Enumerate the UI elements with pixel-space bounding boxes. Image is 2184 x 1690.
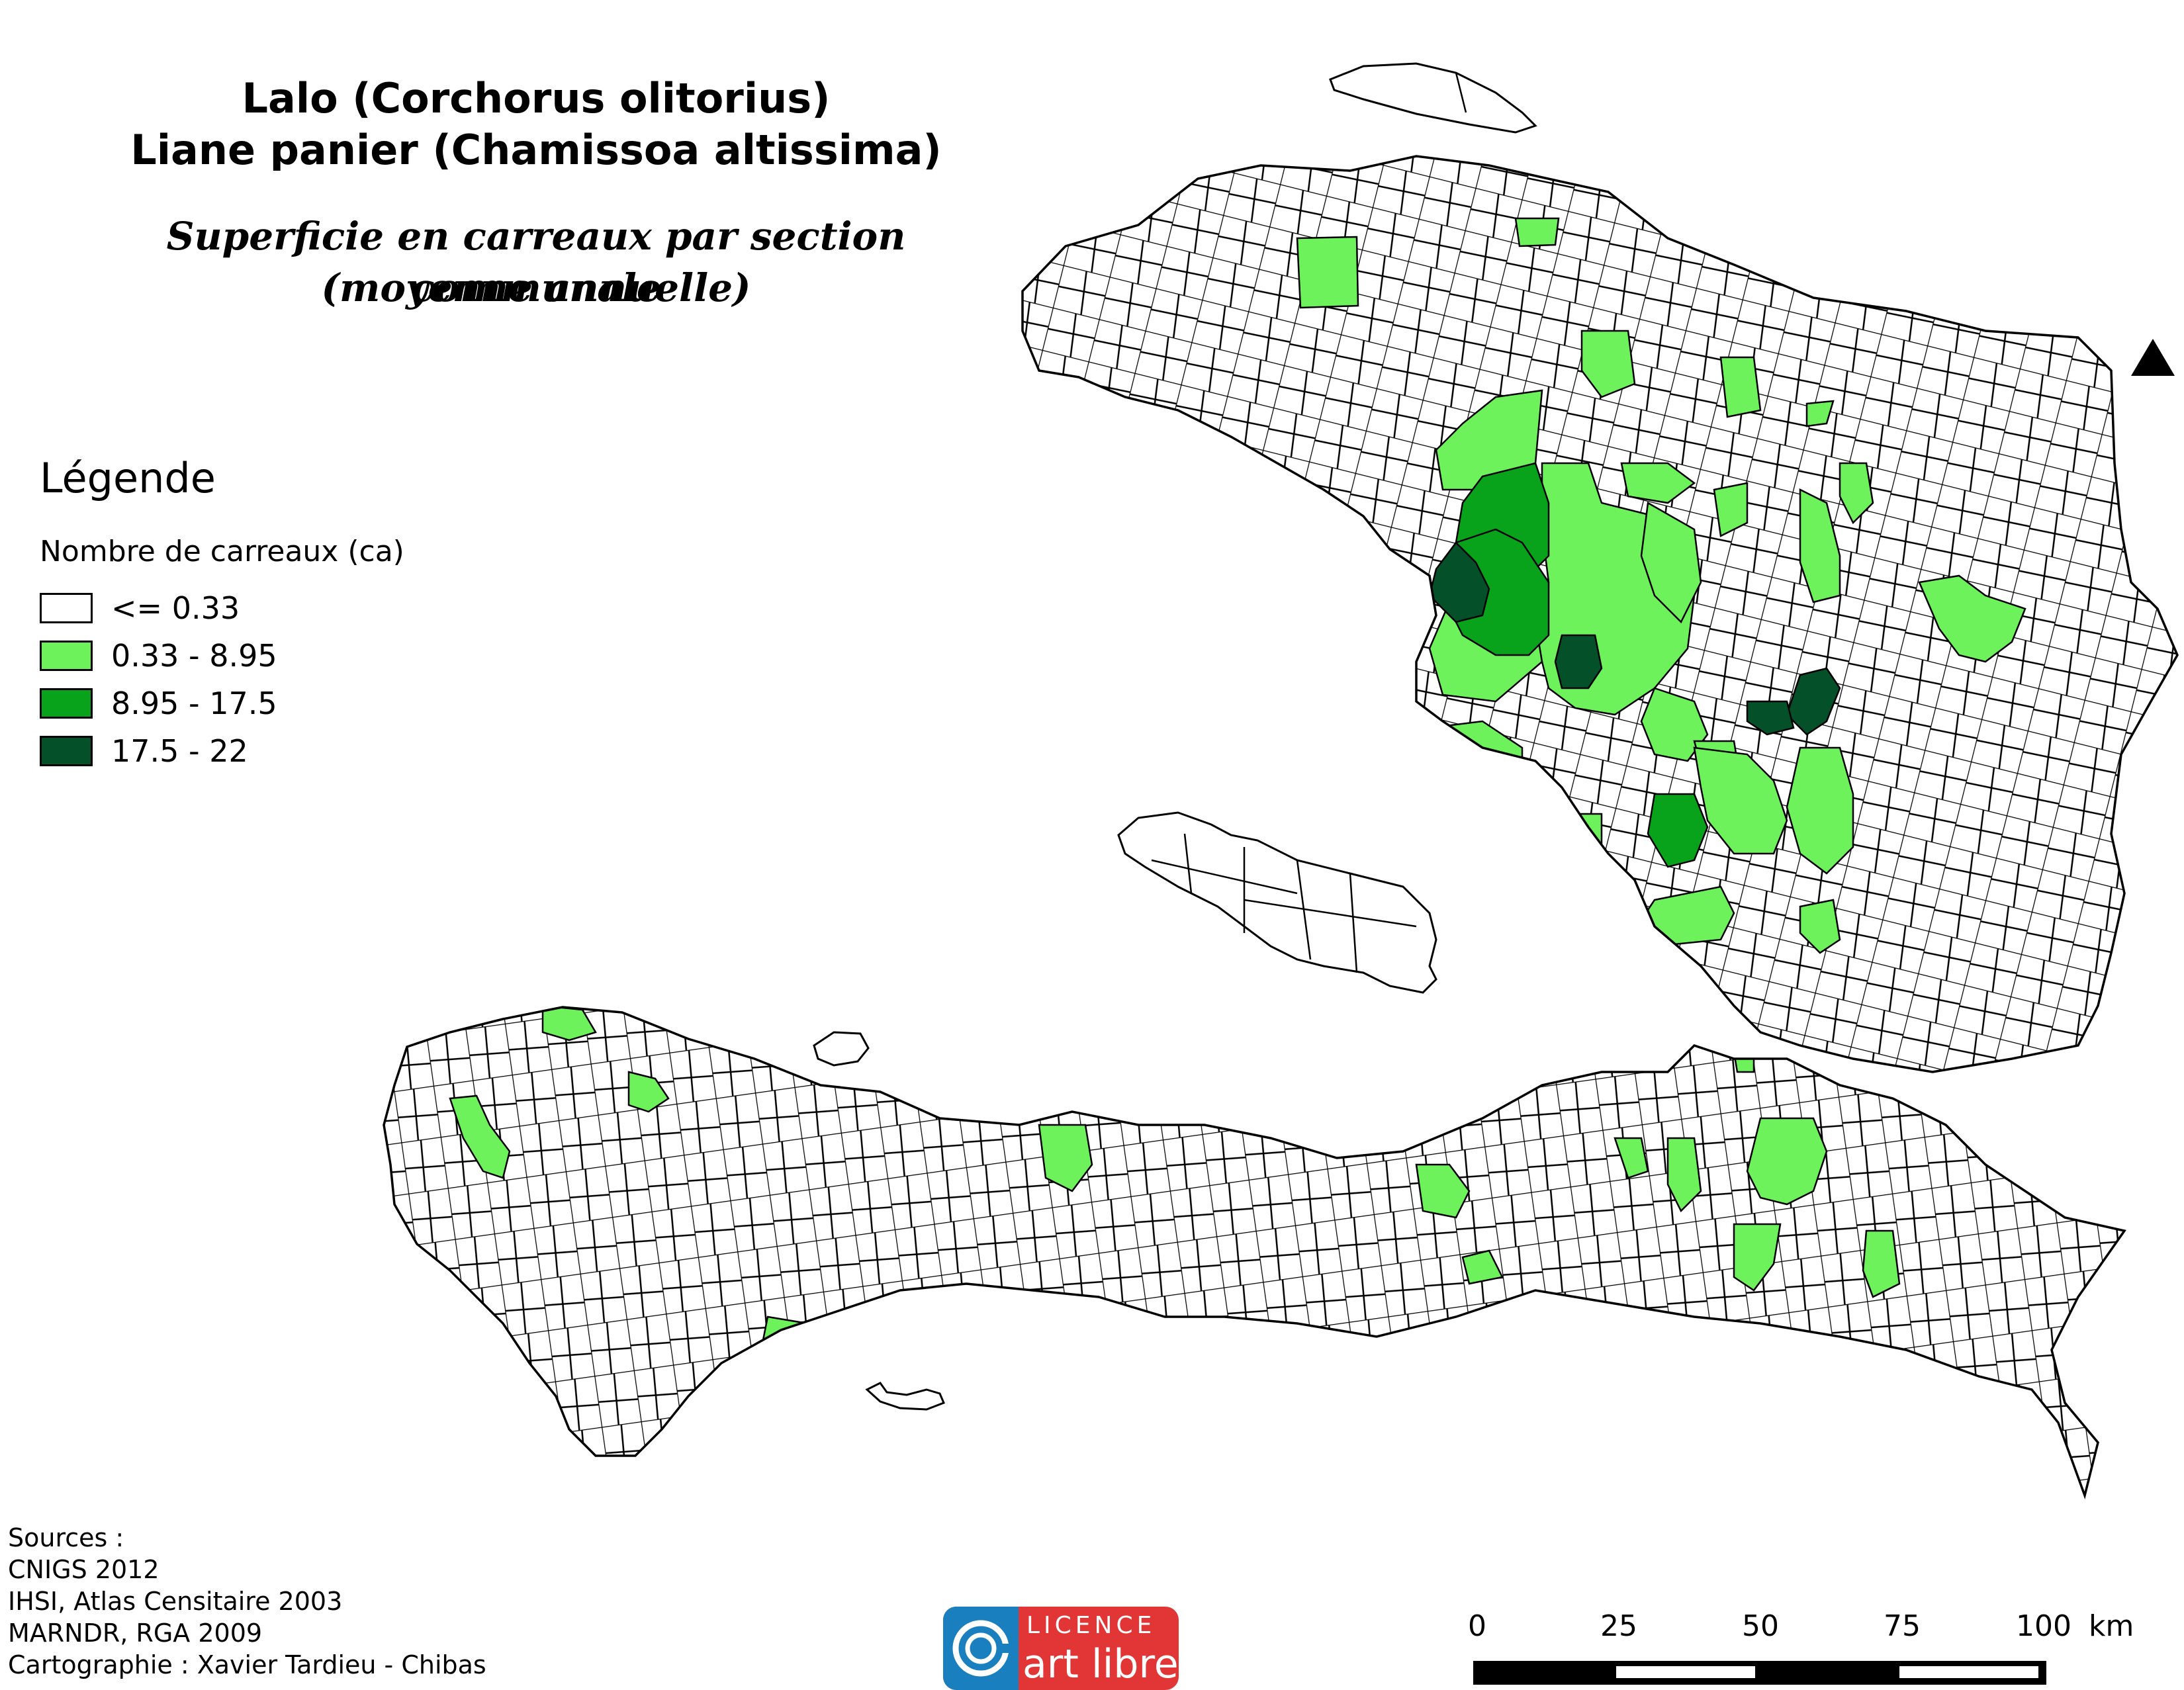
licence-ring-icon xyxy=(943,1607,1019,1690)
legend-label: 8.95 - 17.5 xyxy=(111,686,277,721)
island-gonave xyxy=(1117,811,1437,994)
scale-tick-label: 100 xyxy=(2016,1609,2071,1643)
map-title-line2: Liane panier (Chamissoa altissima) xyxy=(130,126,942,171)
legend-swatch xyxy=(40,736,93,766)
map-subtitle: Superficie en carreaux par section commu… xyxy=(166,214,906,310)
scale-tick-label: 0 xyxy=(1468,1609,1486,1643)
legend-label: 0.33 - 8.95 xyxy=(111,638,277,674)
legend-swatch xyxy=(40,593,93,623)
sources-line: CNIGS 2012 xyxy=(8,1555,159,1584)
legend-label: 17.5 - 22 xyxy=(111,733,248,769)
north-arrow-icon xyxy=(2130,337,2176,381)
island-vache xyxy=(865,1382,945,1411)
island-tortue xyxy=(1329,62,1537,134)
mainland-south xyxy=(383,1006,2126,1499)
scale-tick-label: 50 xyxy=(1742,1609,1779,1643)
sources-line: MARNDR, RGA 2009 xyxy=(8,1619,263,1648)
licence-bottom-text: art libre xyxy=(1023,1641,1179,1687)
island-cayemites xyxy=(813,1031,870,1067)
legend-heading: Légende xyxy=(40,454,216,502)
legend-label: <= 0.33 xyxy=(111,590,240,626)
sources-line: Cartographie : Xavier Tardieu - Chibas xyxy=(8,1650,486,1679)
licence-top-text: LICENCE xyxy=(1026,1612,1156,1639)
scale-bar xyxy=(1473,1661,2046,1685)
mainland-north xyxy=(1021,155,2179,1073)
scale-unit-label: km xyxy=(2089,1609,2134,1643)
map-subtitle-line2: (moyenne annuelle) xyxy=(321,265,751,310)
scale-tick-label: 25 xyxy=(1600,1609,1637,1643)
legend-subheading: Nombre de carreaux (ca) xyxy=(40,535,404,568)
scale-tick-label: 75 xyxy=(1884,1609,1921,1643)
sources-line: IHSI, Atlas Censitaire 2003 xyxy=(8,1587,343,1616)
sources-block: Sources : CNIGS 2012 IHSI, Atlas Censita… xyxy=(8,1522,486,1681)
map-title: Lalo (Corchorus olitorius) xyxy=(242,74,831,122)
sources-line: Sources : xyxy=(8,1523,124,1552)
legend-swatch xyxy=(40,688,93,719)
legend-swatch xyxy=(40,641,93,671)
licence-art-libre-logo[interactable]: LICENCE art libre xyxy=(943,1607,1179,1690)
